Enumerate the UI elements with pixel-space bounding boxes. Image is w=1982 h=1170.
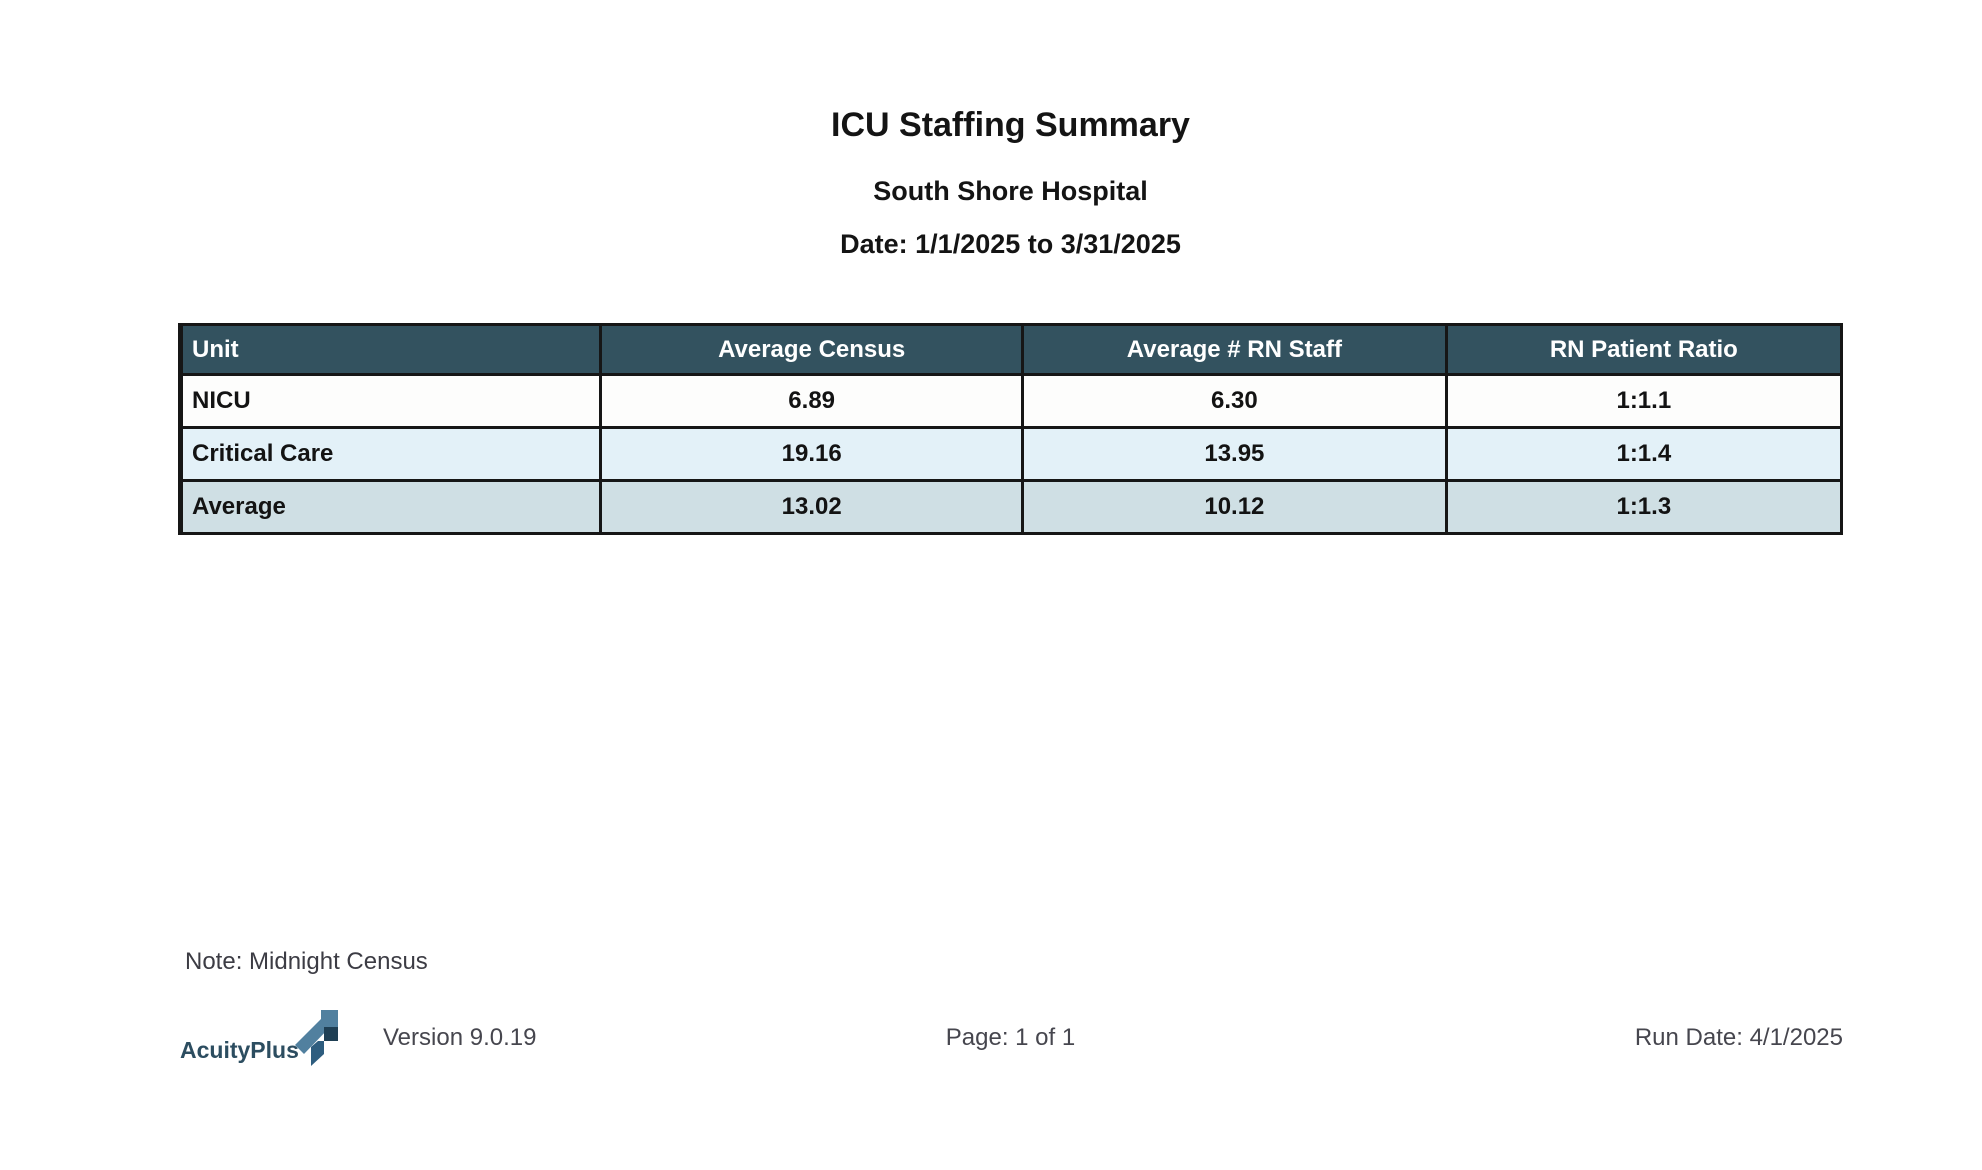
- page-number: Page: 1 of 1: [945, 1024, 1076, 1051]
- average-census-cell: 6.89: [599, 373, 1025, 429]
- rn-patient-ratio-cell: 1:1.4: [1444, 426, 1844, 482]
- table-row: Critical Care 19.16 13.95 1:1.4: [178, 426, 1844, 482]
- rn-patient-ratio-cell: 1:1.3: [1444, 479, 1844, 535]
- hospital-name: South Shore Hospital: [873, 176, 1148, 206]
- average-rn-staff-cell: 13.95: [1021, 426, 1448, 482]
- column-header-average-rn-staff: Average # RN Staff: [1021, 323, 1448, 376]
- unit-cell: NICU: [178, 373, 603, 429]
- staffing-summary-table: Unit Average Census Average # RN Staff R…: [178, 323, 1844, 535]
- unit-cell: Critical Care: [178, 426, 603, 482]
- report-header: ICU Staffing Summary South Shore Hospita…: [178, 108, 1843, 258]
- table-header-row: Unit Average Census Average # RN Staff R…: [178, 323, 1844, 376]
- date-range: Date: 1/1/2025 to 3/31/2025: [840, 229, 1181, 259]
- page-title: ICU Staffing Summary: [831, 106, 1190, 144]
- acuityplus-logo: AcuityPlus: [180, 1010, 349, 1070]
- table-row: Average 13.02 10.12 1:1.3: [178, 479, 1844, 535]
- acuityplus-logo-text: AcuityPlus: [180, 1037, 299, 1063]
- unit-cell: Average: [178, 479, 603, 535]
- column-header-rn-patient-ratio: RN Patient Ratio: [1444, 323, 1844, 376]
- run-date: Run Date: 4/1/2025: [1634, 1024, 1843, 1051]
- page-footer: AcuityPlus Version 9.0.19 Page: 1 of 1 R…: [0, 1010, 1982, 1070]
- column-header-unit: Unit: [178, 323, 603, 376]
- rn-patient-ratio-cell: 1:1.1: [1444, 373, 1844, 429]
- table-row: NICU 6.89 6.30 1:1.1: [178, 373, 1844, 429]
- average-census-cell: 13.02: [599, 479, 1025, 535]
- average-rn-staff-cell: 6.30: [1021, 373, 1448, 429]
- acuityplus-logo-icon: [293, 1007, 343, 1072]
- footnote: Note: Midnight Census: [185, 948, 428, 975]
- column-header-average-census: Average Census: [599, 323, 1025, 376]
- version-label: Version 9.0.19: [383, 1024, 537, 1051]
- average-rn-staff-cell: 10.12: [1021, 479, 1448, 535]
- average-census-cell: 19.16: [599, 426, 1025, 482]
